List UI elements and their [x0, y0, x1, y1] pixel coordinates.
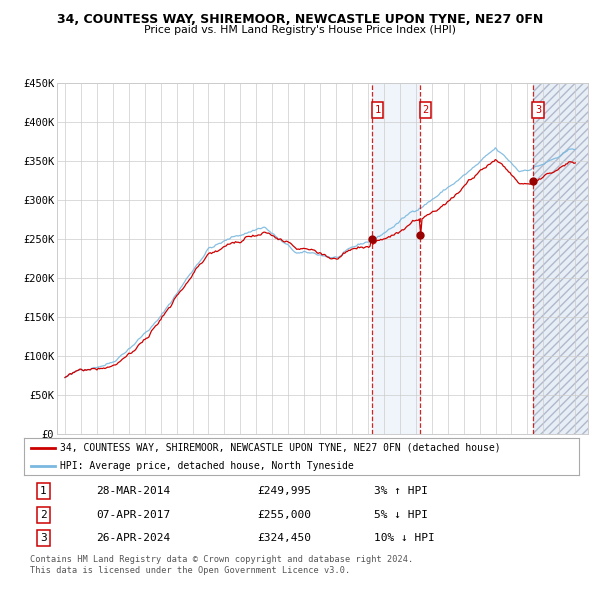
Text: 26-APR-2024: 26-APR-2024	[96, 533, 170, 543]
Text: Price paid vs. HM Land Registry's House Price Index (HPI): Price paid vs. HM Land Registry's House …	[144, 25, 456, 35]
Text: 3: 3	[535, 105, 541, 115]
Text: £324,450: £324,450	[257, 533, 311, 543]
Text: 2: 2	[40, 510, 47, 520]
Text: £255,000: £255,000	[257, 510, 311, 520]
Text: 28-MAR-2014: 28-MAR-2014	[96, 486, 170, 496]
Text: 1: 1	[40, 486, 47, 496]
Text: HPI: Average price, detached house, North Tyneside: HPI: Average price, detached house, Nort…	[60, 461, 354, 471]
Text: 3: 3	[40, 533, 47, 543]
Text: 10% ↓ HPI: 10% ↓ HPI	[374, 533, 434, 543]
Text: This data is licensed under the Open Government Licence v3.0.: This data is licensed under the Open Gov…	[30, 566, 350, 575]
Text: Contains HM Land Registry data © Crown copyright and database right 2024.: Contains HM Land Registry data © Crown c…	[30, 555, 413, 563]
Text: 5% ↓ HPI: 5% ↓ HPI	[374, 510, 428, 520]
Bar	[533, 83, 600, 434]
Bar	[372, 83, 420, 434]
Text: 1: 1	[374, 105, 380, 115]
Text: 34, COUNTESS WAY, SHIREMOOR, NEWCASTLE UPON TYNE, NE27 0FN: 34, COUNTESS WAY, SHIREMOOR, NEWCASTLE U…	[57, 13, 543, 26]
Text: £249,995: £249,995	[257, 486, 311, 496]
Text: 34, COUNTESS WAY, SHIREMOOR, NEWCASTLE UPON TYNE, NE27 0FN (detached house): 34, COUNTESS WAY, SHIREMOOR, NEWCASTLE U…	[60, 442, 500, 453]
Text: 07-APR-2017: 07-APR-2017	[96, 510, 170, 520]
Text: 3% ↑ HPI: 3% ↑ HPI	[374, 486, 428, 496]
Text: 2: 2	[422, 105, 429, 115]
